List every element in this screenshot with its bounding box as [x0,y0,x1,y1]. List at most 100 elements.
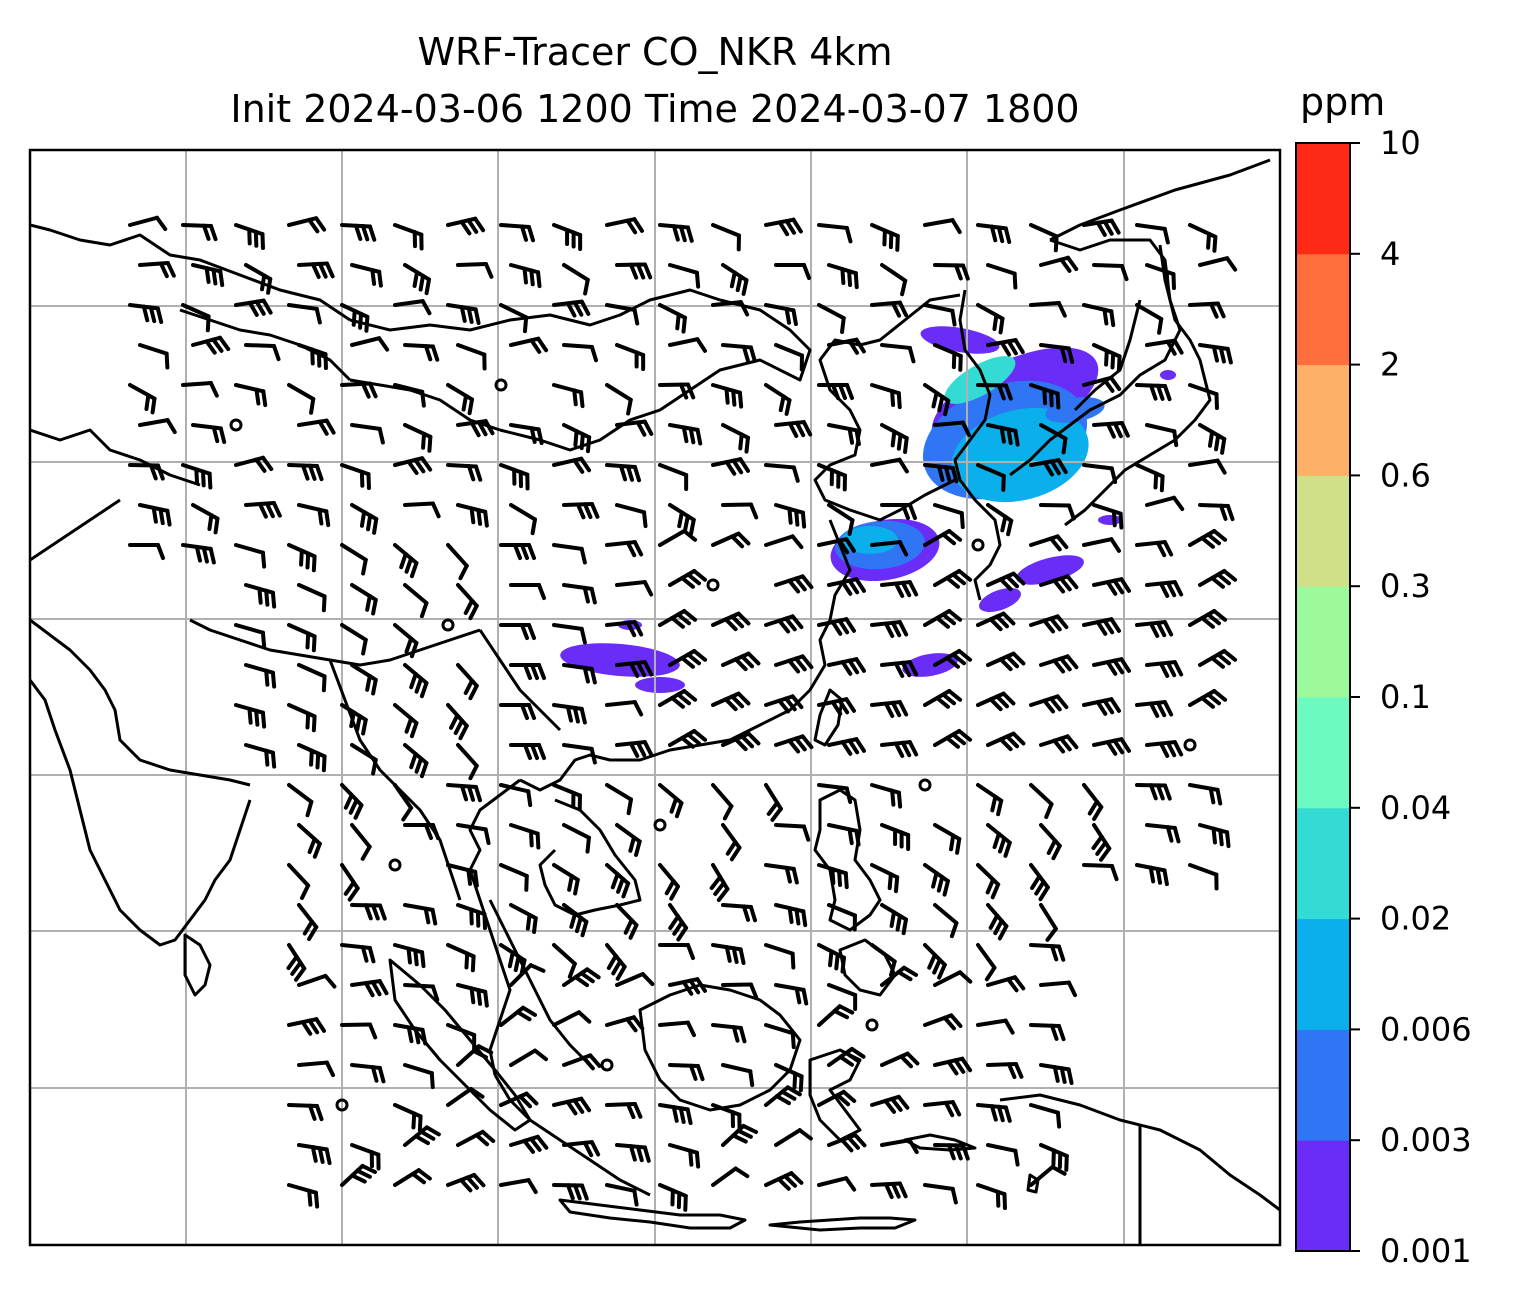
wind-barb [350,1063,386,1084]
wind-barb [880,660,919,678]
wind-barb [191,503,220,535]
wind-barb [403,501,441,519]
wind-barb [340,943,376,964]
wind-barb [1198,569,1238,589]
wind-barb [605,383,633,416]
wind-barb [1135,223,1170,245]
wind-barb [1091,823,1112,862]
wind-barb [181,463,213,490]
wind-barb [1029,1103,1062,1129]
wind-barb [1082,303,1116,328]
wind-barb [615,503,648,529]
calm-circle [229,418,243,432]
wind-barb [234,298,273,317]
wind-barb [976,1183,1007,1211]
wind-barb [1188,689,1228,709]
calm-circle [335,1098,349,1112]
wind-barb [1029,301,1067,318]
tracer-plume [842,526,898,554]
wind-barb [880,965,919,987]
calm-circle [918,778,932,792]
wind-barb [562,423,592,454]
wind-barb [456,343,487,371]
wind-barb [499,223,536,243]
wind-barb [817,303,846,334]
wind-barb [923,303,957,327]
wind-barb [933,1056,973,1076]
wind-barb [923,943,947,980]
wind-barb [393,623,419,659]
wind-barb [403,263,432,296]
wind-barb [615,419,654,437]
wind-barb [711,1023,747,1044]
wind-barb [509,583,546,600]
wind-barb [456,663,479,701]
wind-barb [827,823,861,847]
wind-barb [1092,263,1129,282]
wind-barb [286,943,307,982]
wind-barb [287,703,317,733]
wind-barb [658,943,695,960]
wind-barb [1029,614,1069,634]
wind-barb [1039,980,1078,998]
wind-barb [552,456,592,474]
wind-barb [350,503,379,535]
wind-barb [128,215,168,232]
calm-circle [706,578,720,592]
wind-barb [403,663,429,699]
wind-barb [615,740,654,758]
wind-barb [499,783,533,808]
wind-barb [711,611,751,632]
wind-barb [234,623,267,649]
colorbar-tick-label: 0.006 [1380,1010,1472,1048]
wind-barb [456,903,487,931]
calm-circle [494,378,508,392]
wind-barb [393,703,419,739]
wind-barb [1092,421,1130,439]
wind-barb [817,1004,855,1027]
tracer-plume [1160,370,1176,380]
wind-barb [1135,540,1174,558]
wind-barb [923,1100,962,1118]
wind-barb [933,263,970,281]
wind-barb [1135,700,1174,718]
wind-barb [880,503,917,520]
wind-barb [1039,343,1075,364]
wind-barb [287,1103,324,1122]
wind-barb [668,1143,701,1169]
wind-barb [764,694,804,714]
wind-barb [976,1103,1012,1123]
wind-barb [817,943,846,974]
wind-barb [1082,697,1121,716]
wind-barb [509,1134,549,1154]
wind-barb [1082,218,1121,237]
colorbar-tick-label: 4 [1380,235,1400,273]
wind-barb [552,543,587,565]
wind-barb [552,623,587,645]
chart-title-line1: WRF-Tracer CO_NKR 4km [417,30,893,74]
wind-barb [658,863,680,901]
wind-barb [658,463,689,491]
wind-barb [774,343,804,372]
wind-barb [605,1102,643,1120]
wind-barb [446,703,469,741]
wind-barb [817,617,856,636]
wind-barb [1145,740,1184,758]
wind-barb [191,335,231,355]
wind-barb [711,1103,742,1131]
wind-barb [552,1010,592,1027]
calm-circle [388,858,402,872]
wind-barb [456,823,491,846]
wind-barb [287,783,314,818]
wind-barb [234,223,265,251]
wind-barb [340,303,370,333]
wind-barb [340,223,377,242]
wind-barb [446,1023,477,1051]
wind-barb [1198,256,1238,272]
wind-barb [287,863,311,901]
wind-barb [721,502,759,520]
wind-barb [711,457,750,476]
wind-barb [1188,609,1228,629]
wind-barb [552,299,591,318]
wind-barb [605,540,644,558]
